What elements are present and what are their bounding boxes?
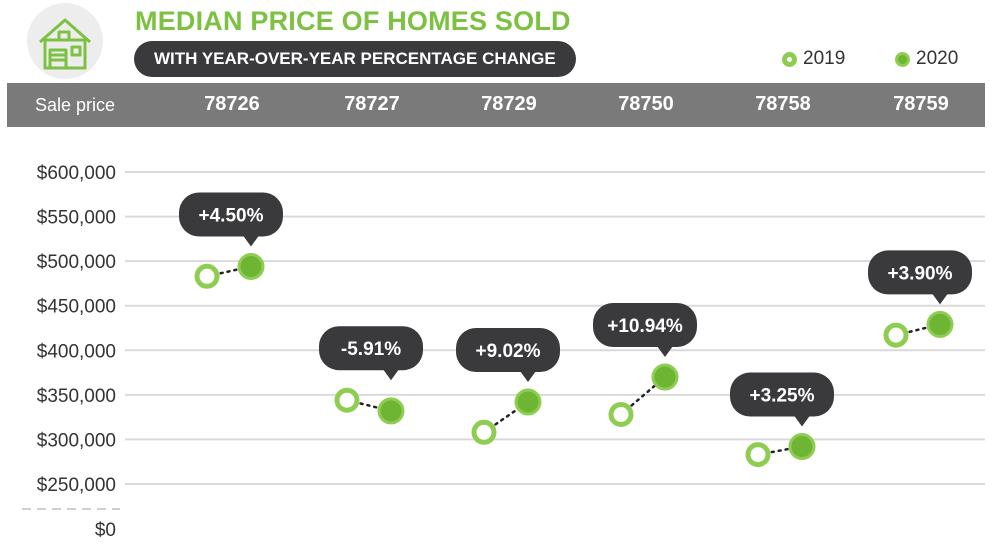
y-tick-label: $300,000 [37, 430, 116, 451]
chart-subtitle: WITH YEAR-OVER-YEAR PERCENTAGE CHANGE [134, 41, 576, 77]
point-2020-78759 [926, 310, 954, 338]
point-2020-78758 [788, 433, 816, 461]
point-2019-78759 [883, 322, 909, 348]
y-tick-label: $400,000 [37, 341, 116, 362]
change-label-78727: -5.91% [341, 339, 401, 360]
zip-label-78726: 78726 [204, 93, 260, 115]
change-callout [868, 250, 972, 295]
change-callout [179, 192, 283, 237]
point-2019-78727 [334, 387, 360, 413]
filled-circle-icon [895, 51, 910, 67]
change-label-78750: +10.94% [607, 316, 683, 337]
callout-pointer [243, 235, 259, 247]
change-label-78759: +3.90% [888, 263, 953, 284]
callout-pointer [932, 293, 948, 305]
y-tick-label: $550,000 [37, 208, 116, 229]
chart-title: MEDIAN PRICE OF HOMES SOLD [135, 6, 571, 36]
change-label-78758: +3.25% [750, 386, 815, 407]
point-2020-78729 [514, 388, 542, 416]
y-tick-label: $500,000 [37, 252, 116, 273]
open-circle-icon [782, 51, 797, 67]
point-2019-78750 [608, 401, 634, 427]
y-tick-label: $350,000 [37, 386, 116, 407]
callout-pointer [520, 370, 536, 382]
y-tick-label: $600,000 [37, 163, 116, 184]
zip-label-78750: 78750 [618, 93, 674, 115]
change-callout [319, 326, 423, 371]
y-tick-label: $250,000 [37, 475, 116, 496]
change-label-78729: +9.02% [476, 341, 541, 362]
y-tick-label: $0 [95, 520, 116, 541]
point-2019-78758 [745, 442, 771, 468]
change-callout [730, 372, 834, 417]
point-2020-78750 [651, 363, 679, 391]
zip-header-bar: Sale price 78726 78727 78729 78750 78758 7875… [7, 83, 985, 127]
y-tick-label: $450,000 [37, 297, 116, 318]
zip-label-78727: 78727 [344, 93, 400, 115]
callout-pointer [657, 346, 673, 358]
house-icon [27, 3, 103, 79]
point-2020-78726 [237, 252, 265, 280]
callout-pointer [383, 369, 399, 381]
legend-item-2020: 2020 [895, 46, 958, 72]
change-label-78726: +4.50% [199, 205, 264, 226]
point-2020-78727 [377, 397, 405, 425]
change-callout [456, 327, 560, 372]
legend-item-2019: 2019 [782, 46, 845, 72]
change-callout [593, 303, 697, 348]
point-2019-78729 [471, 419, 497, 445]
point-2019-78726 [194, 263, 220, 289]
legend-label-2019: 2019 [803, 48, 846, 69]
zip-label-78729: 78729 [481, 93, 537, 115]
sale-price-label: Sale price [35, 95, 116, 115]
zip-label-78758: 78758 [755, 93, 811, 115]
zip-label-78759: 78759 [893, 93, 949, 115]
callout-pointer [794, 415, 810, 427]
legend-label-2020: 2020 [916, 48, 959, 69]
